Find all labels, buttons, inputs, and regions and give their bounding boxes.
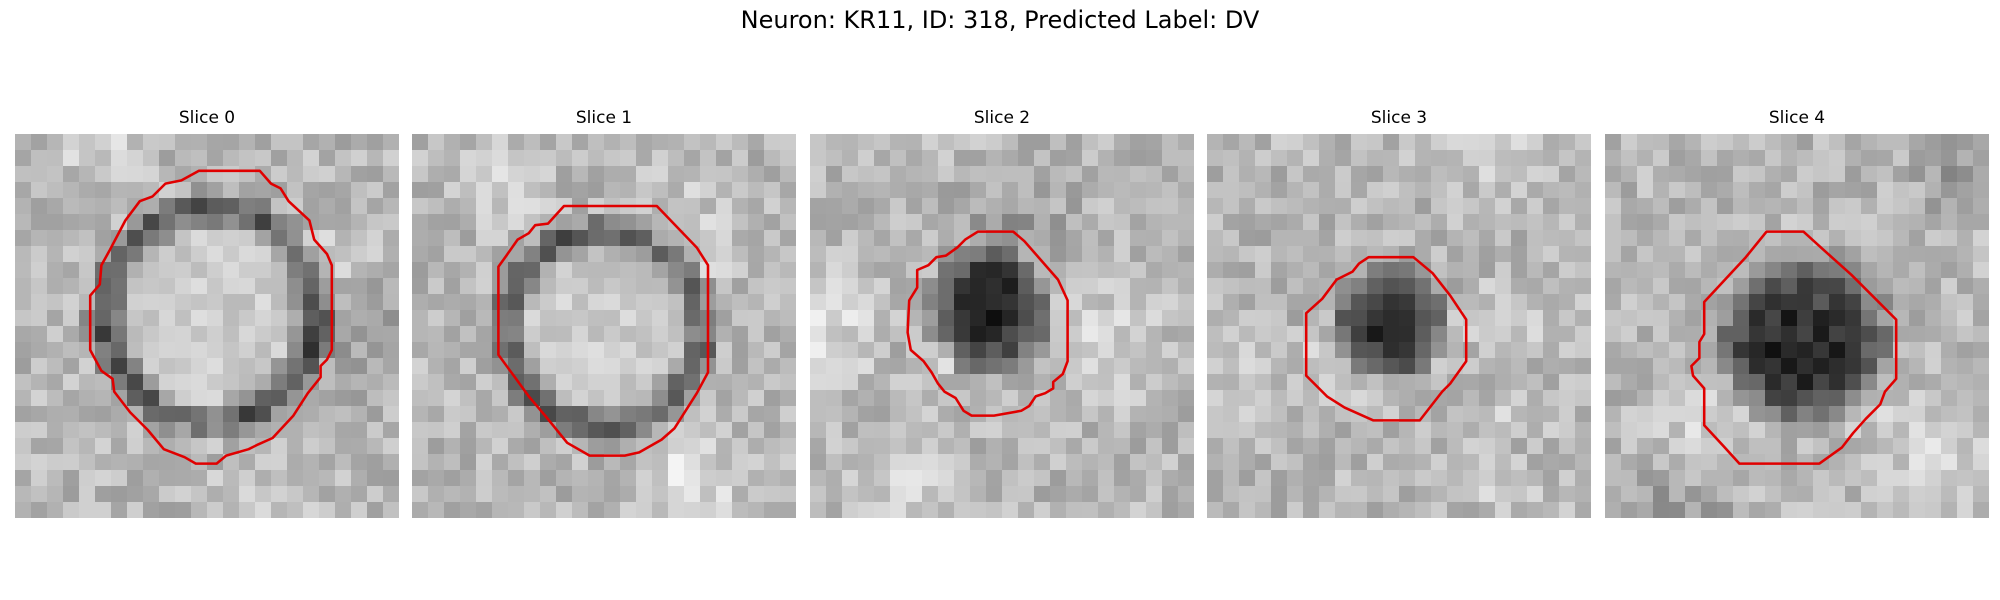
slice-title-4: Slice 4 — [1768, 108, 1826, 128]
slice-title-0: Slice 0 — [178, 108, 236, 128]
neuron-contour-4 — [1690, 230, 1898, 465]
slice-title-1: Slice 1 — [575, 108, 633, 128]
figure-title: Neuron: KR11, ID: 318, Predicted Label: … — [740, 6, 1260, 34]
neuron-contour-0 — [88, 169, 334, 465]
slice-image-3 — [1207, 134, 1591, 518]
slice-image-4 — [1605, 134, 1989, 518]
neuron-contour-1 — [497, 204, 710, 457]
slice-image-1 — [412, 134, 796, 518]
slice-title-2: Slice 2 — [973, 108, 1031, 128]
slice-image-0 — [15, 134, 399, 518]
slice-title-3: Slice 3 — [1370, 108, 1428, 128]
neuron-contour-3 — [1304, 255, 1468, 422]
slice-image-2 — [810, 134, 1194, 518]
neuron-contour-2 — [906, 230, 1069, 417]
